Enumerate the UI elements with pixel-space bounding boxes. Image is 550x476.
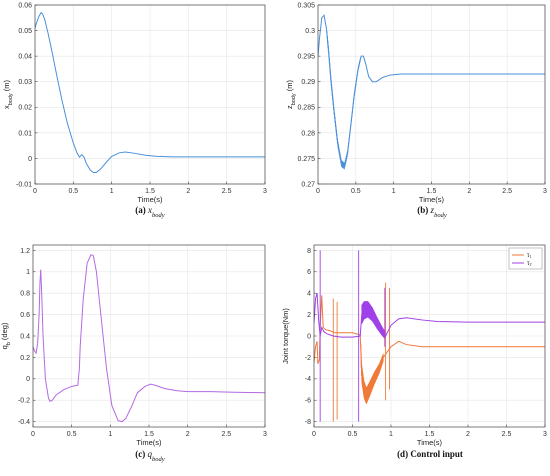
y-tick-label: 0 [28, 156, 32, 163]
x-tick-label: 2 [186, 431, 190, 438]
x-tick-label: 1 [392, 188, 396, 195]
x-tick-label: 2.5 [502, 431, 512, 438]
x-tick-label: 0.5 [68, 188, 78, 195]
y-tick-label: -0.4 [18, 419, 30, 426]
panel-caption: (d) Control input [397, 449, 463, 459]
y-tick-label: -8 [305, 419, 311, 426]
y-tick-label: 0.3 [305, 28, 315, 35]
x-tick-label: 0.5 [348, 431, 358, 438]
series-1-oscillation [360, 344, 384, 404]
x-tick-label: 2.5 [222, 188, 232, 195]
y-tick-label: 0.2 [20, 355, 30, 362]
y-tick-label: 0 [26, 376, 30, 383]
y-tick-label: 0 [307, 333, 311, 340]
y-tick-label: 0.285 [297, 105, 315, 112]
y-axis-label: zbody (m) [285, 79, 297, 109]
y-tick-label: 0.04 [18, 54, 32, 61]
x-tick-label: 1 [108, 431, 112, 438]
x-tick-label: 1 [389, 431, 393, 438]
y-tick-label: -4 [305, 376, 311, 383]
legend: τ₁ τ₂ [508, 247, 543, 270]
x-tick-label: 2 [186, 188, 190, 195]
y-tick-label: 0.305 [297, 2, 315, 9]
series-1-line [35, 11, 265, 173]
y-tick-label: 2 [307, 312, 311, 319]
y-tick-label: -0.2 [18, 398, 30, 405]
y-tick-label: 0.295 [297, 54, 315, 61]
series-group [314, 250, 545, 422]
panel-caption: (b) zbody [417, 205, 447, 219]
x-tick-label: 1.5 [427, 188, 437, 195]
panel-caption: (a) xbody [135, 205, 165, 219]
y-axis-label: xbody (m) [2, 79, 14, 109]
chart-panel-3: 0 0.5 1 1.5 2 2.5 3 -0.4 -0.2 0 0.2 0.4 0.6 0.8 1 1.2 Ti… [0, 244, 267, 463]
legend-label: τ₂ [527, 261, 532, 267]
x-axis-label: Time(s) [137, 195, 163, 204]
y-tick-label: -6 [305, 398, 311, 405]
y-tick-label: 1.2 [20, 248, 30, 255]
y-tick-label: 0.4 [20, 333, 30, 340]
series-2-oscillation [361, 301, 386, 339]
x-tick-label: 1.5 [425, 431, 435, 438]
y-tick-label: 0.275 [297, 156, 315, 163]
series-group [33, 253, 265, 423]
y-tick-label: 1 [26, 269, 30, 276]
x-tick-label: 1.5 [145, 188, 155, 195]
x-tick-label: 3 [543, 188, 547, 195]
x-tick-label: 0.5 [67, 431, 77, 438]
y-tick-label: -0.01 [16, 181, 32, 188]
series-1-line [33, 253, 265, 423]
y-tick-label: 0.05 [18, 28, 32, 35]
x-axis-label: Time(s) [417, 438, 443, 447]
y-tick-label: 0.06 [18, 2, 32, 9]
x-tick-label: 0 [312, 431, 316, 438]
x-tick-label: 3 [263, 188, 267, 195]
y-tick-label: 0.6 [20, 312, 30, 319]
series-group [35, 11, 265, 173]
y-tick-label: 4 [307, 291, 311, 298]
chart-panel-1: 0 0.5 1 1.5 2 2.5 3-0.0100.010.020.030.040.050… [2, 2, 267, 218]
y-tick-label: 0.27 [301, 181, 315, 188]
x-tick-label: 2 [467, 188, 471, 195]
panel-caption: (c) qbody [135, 449, 165, 463]
y-tick-label: 0.02 [18, 105, 32, 112]
x-tick-label: 2.5 [221, 431, 231, 438]
x-tick-label: 0 [33, 188, 37, 195]
y-tick-label: 6 [307, 269, 311, 276]
x-tick-label: 0.5 [351, 188, 361, 195]
legend-label: τ₁ [527, 253, 531, 259]
x-tick-label: 1.5 [144, 431, 154, 438]
chart-panel-4: 0 0.5 1 1.5 2 2.5 3 -8 -6 -4 -2 0 2 4 6 8 Time(s) Joint t… [281, 244, 547, 459]
y-tick-label: 8 [307, 248, 311, 255]
y-tick-label: 0.29 [301, 79, 315, 86]
y-axis-label: qb (deg) [0, 322, 12, 349]
y-tick-label: 0.8 [20, 291, 30, 298]
legend-box [508, 247, 543, 270]
y-tick-label: 0.03 [18, 79, 32, 86]
x-tick-label: 3 [263, 431, 267, 438]
x-tick-label: 2.5 [502, 188, 512, 195]
x-tick-label: 2 [466, 431, 470, 438]
x-axis-label: Time(s) [136, 438, 162, 447]
series-1-line [318, 14, 545, 168]
series-2-line [314, 293, 545, 338]
series-group [318, 14, 545, 170]
chart-panel-2: 0 0.5 1 1.5 2 2.5 3 0.27 0.275 0.28 0.285 0.29 0.295… [285, 2, 547, 218]
x-axis-label: Time(s) [419, 195, 445, 204]
x-tick-label: 3 [543, 431, 547, 438]
x-tick-label: 1 [110, 188, 114, 195]
y-tick-label: -2 [305, 355, 311, 362]
x-tick-label: 0 [316, 188, 320, 195]
x-tick-label: 0 [31, 431, 35, 438]
y-tick-label: 0.01 [18, 130, 32, 137]
y-tick-label: 0.28 [301, 130, 315, 137]
y-axis-label: Joint torque(Nm) [281, 308, 290, 364]
